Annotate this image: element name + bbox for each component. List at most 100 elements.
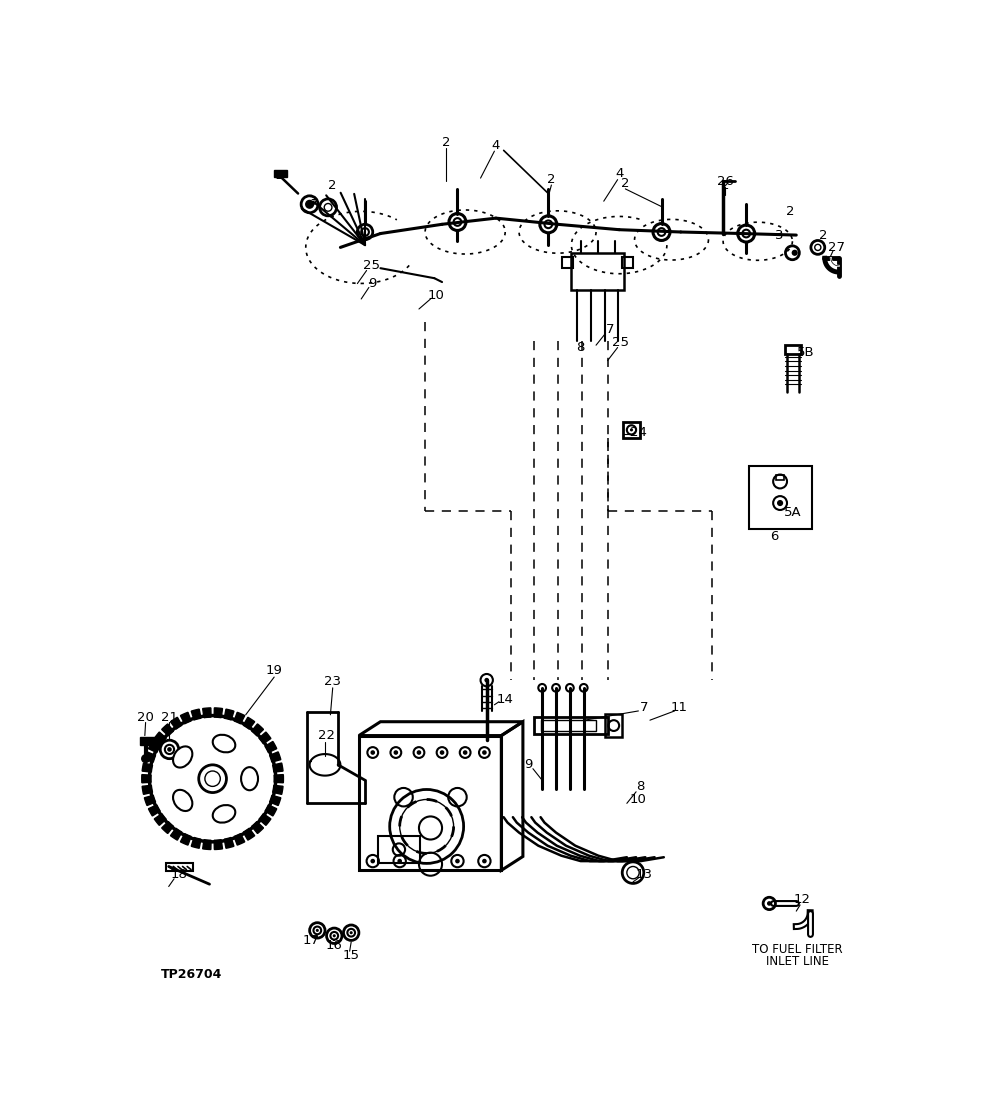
Bar <box>562 257 573 268</box>
Wedge shape <box>149 805 161 816</box>
Text: 6: 6 <box>771 530 779 544</box>
Text: 4: 4 <box>492 139 500 152</box>
Wedge shape <box>252 822 264 834</box>
Circle shape <box>393 751 398 755</box>
Text: 10: 10 <box>427 289 444 301</box>
Wedge shape <box>234 713 245 724</box>
Bar <box>359 735 501 871</box>
Wedge shape <box>259 732 271 744</box>
Wedge shape <box>155 814 166 825</box>
Bar <box>541 721 596 731</box>
Text: 27: 27 <box>827 241 844 254</box>
Wedge shape <box>149 742 161 753</box>
Text: 21: 21 <box>161 711 178 724</box>
Text: 8: 8 <box>636 780 645 793</box>
Text: 25: 25 <box>612 336 629 349</box>
Wedge shape <box>203 840 211 850</box>
Wedge shape <box>273 785 283 794</box>
Wedge shape <box>180 713 191 724</box>
Circle shape <box>455 858 460 863</box>
Wedge shape <box>243 828 255 841</box>
Text: 2: 2 <box>547 173 556 186</box>
Text: 7: 7 <box>606 324 614 336</box>
Bar <box>622 257 633 268</box>
Wedge shape <box>203 708 211 717</box>
Text: INLET LINE: INLET LINE <box>766 955 829 967</box>
Text: 11: 11 <box>671 701 688 714</box>
Circle shape <box>350 931 353 934</box>
Circle shape <box>371 858 375 863</box>
Wedge shape <box>142 775 151 783</box>
Circle shape <box>630 428 633 431</box>
Text: 2: 2 <box>786 206 795 218</box>
Circle shape <box>316 929 319 932</box>
Text: 20: 20 <box>137 711 154 724</box>
Bar <box>786 345 801 355</box>
Circle shape <box>777 500 783 506</box>
Text: 2: 2 <box>621 177 629 190</box>
Wedge shape <box>142 785 153 794</box>
Wedge shape <box>162 724 173 736</box>
Bar <box>748 466 812 529</box>
Bar <box>379 836 420 863</box>
Ellipse shape <box>241 767 258 791</box>
Text: 17: 17 <box>302 934 320 947</box>
Wedge shape <box>191 837 201 848</box>
Text: 2: 2 <box>442 136 450 149</box>
Text: 26: 26 <box>716 175 734 188</box>
Wedge shape <box>155 732 166 744</box>
Text: 8: 8 <box>577 341 585 354</box>
Text: 9: 9 <box>369 277 377 290</box>
Circle shape <box>482 751 487 755</box>
Wedge shape <box>162 822 173 834</box>
Bar <box>606 714 622 737</box>
Text: 22: 22 <box>318 729 335 742</box>
Ellipse shape <box>213 805 235 823</box>
Circle shape <box>167 747 171 752</box>
Wedge shape <box>234 834 245 845</box>
Text: 12: 12 <box>794 893 811 906</box>
Wedge shape <box>170 717 182 729</box>
Wedge shape <box>142 763 153 772</box>
Text: 3: 3 <box>775 229 784 241</box>
Wedge shape <box>180 834 191 845</box>
Circle shape <box>397 858 402 863</box>
Text: 19: 19 <box>266 664 282 677</box>
Wedge shape <box>243 717 255 729</box>
Wedge shape <box>145 752 156 762</box>
Ellipse shape <box>213 735 235 753</box>
Text: 16: 16 <box>326 940 343 952</box>
Circle shape <box>463 751 468 755</box>
Wedge shape <box>224 709 234 719</box>
Text: 2: 2 <box>819 229 827 241</box>
Text: TO FUEL FILTER: TO FUEL FILTER <box>752 943 843 956</box>
Wedge shape <box>265 805 276 816</box>
Circle shape <box>440 751 444 755</box>
Wedge shape <box>273 763 283 772</box>
Text: 14: 14 <box>496 693 513 706</box>
Text: 1: 1 <box>275 169 283 182</box>
Wedge shape <box>252 724 264 736</box>
Text: 24: 24 <box>630 426 647 439</box>
Text: 15: 15 <box>343 950 360 962</box>
Ellipse shape <box>173 790 192 811</box>
Wedge shape <box>170 828 182 841</box>
Bar <box>623 423 640 438</box>
Wedge shape <box>270 795 280 805</box>
Bar <box>534 717 607 734</box>
Text: 5A: 5A <box>784 506 801 519</box>
Text: TP26704: TP26704 <box>161 967 222 981</box>
Bar <box>140 737 159 745</box>
Wedge shape <box>265 742 276 753</box>
Text: 4: 4 <box>615 167 623 180</box>
Circle shape <box>142 755 150 763</box>
Wedge shape <box>214 708 223 717</box>
Wedge shape <box>191 709 201 719</box>
Wedge shape <box>214 840 223 850</box>
Text: 7: 7 <box>639 701 648 714</box>
Text: 5B: 5B <box>797 347 815 359</box>
Text: 10: 10 <box>630 793 647 806</box>
Bar <box>166 863 193 871</box>
Circle shape <box>333 934 336 937</box>
Text: 18: 18 <box>170 867 187 881</box>
